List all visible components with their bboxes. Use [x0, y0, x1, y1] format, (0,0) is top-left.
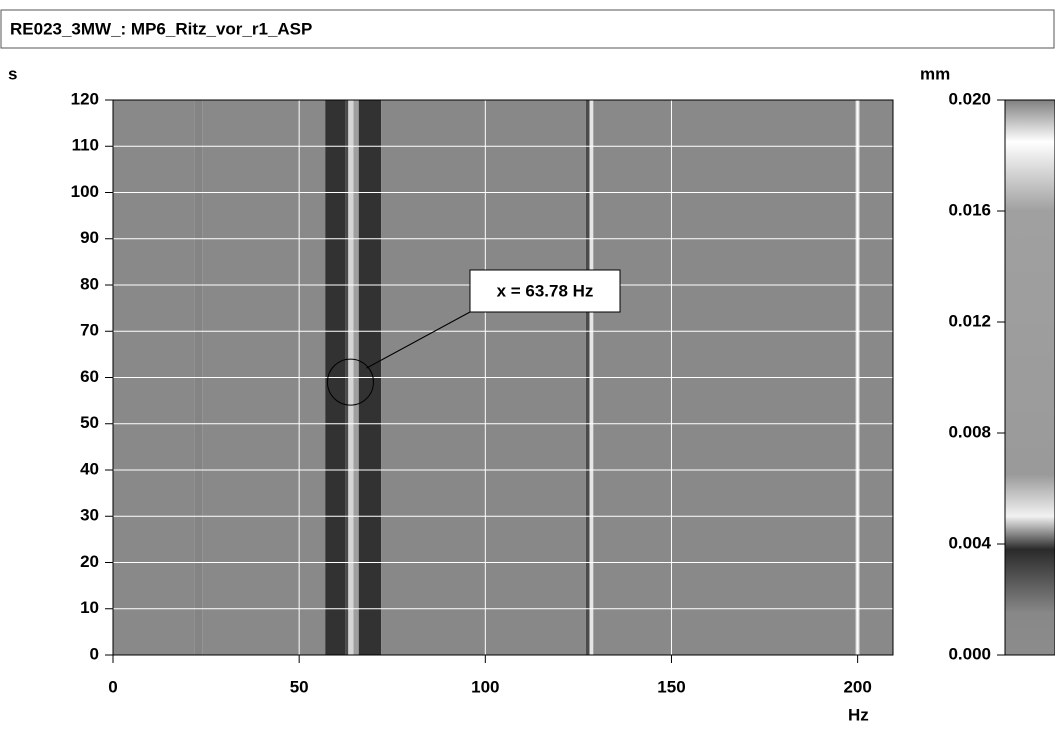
- x-tick-label: 150: [657, 677, 685, 696]
- colorbar-tick-label: 0.016: [948, 200, 991, 219]
- y-tick-label: 50: [80, 413, 99, 432]
- x-tick-label: 0: [108, 677, 117, 696]
- colorbar: [1004, 99, 1055, 656]
- colorbar-tick-label: 0.012: [948, 311, 991, 330]
- y-tick-label: 80: [80, 274, 99, 293]
- annotation-text: x = 63.78 Hz: [497, 281, 594, 300]
- colorbar-tick-label: 0.004: [948, 533, 991, 552]
- x-axis-unit: Hz: [848, 705, 869, 724]
- annotation-marker: [326, 358, 374, 406]
- y-axis-unit: s: [8, 64, 17, 83]
- y-tick-label: 70: [80, 321, 99, 340]
- colorbar-unit: mm: [920, 64, 950, 83]
- x-tick-label: 200: [843, 677, 871, 696]
- y-tick-label: 90: [80, 228, 99, 247]
- colorbar-tick-label: 0.020: [948, 89, 991, 108]
- y-tick-label: 30: [80, 506, 99, 525]
- y-tick-label: 110: [72, 136, 99, 155]
- y-tick-label: 0: [90, 644, 99, 663]
- y-tick-label: 20: [80, 552, 99, 571]
- plot-frame: [112, 99, 894, 656]
- annotation-box: [469, 269, 621, 313]
- annotation-leader: [366, 311, 471, 369]
- colorbar-tick-label: 0.008: [948, 422, 991, 441]
- y-tick-label: 40: [80, 459, 99, 478]
- x-tick-label: 100: [471, 677, 499, 696]
- title-box: [0, 9, 1055, 49]
- y-tick-label: 100: [71, 182, 99, 201]
- y-tick-label: 60: [80, 367, 99, 386]
- y-tick-label: 10: [80, 598, 99, 617]
- colorbar-tick-label: 0.000: [948, 644, 991, 663]
- chart-title: RE023_3MW_: MP6_Ritz_vor_r1_ASP: [10, 19, 312, 38]
- x-tick-label: 50: [290, 677, 309, 696]
- y-tick-label: 120: [71, 89, 99, 108]
